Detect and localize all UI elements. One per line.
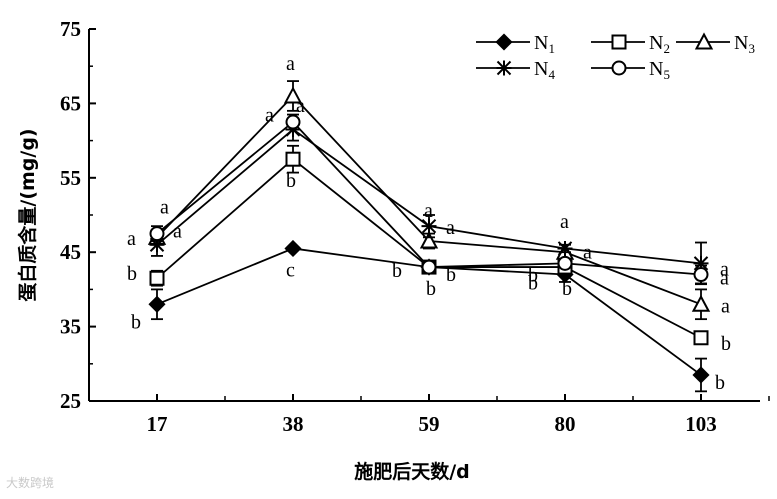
significance-label: a — [265, 104, 274, 126]
significance-label: a — [173, 221, 182, 243]
legend-name: N — [734, 32, 748, 54]
legend-marker — [611, 60, 627, 76]
data-point — [285, 151, 301, 167]
data-point — [691, 294, 711, 312]
y-tick-label: 55 — [60, 166, 81, 190]
data-point — [285, 114, 301, 130]
x-tick-label: 38 — [283, 412, 304, 436]
legend-marker — [694, 32, 714, 50]
significance-label: b — [392, 260, 402, 282]
series-layer — [147, 80, 711, 393]
series-N3 — [147, 80, 711, 321]
data-point — [283, 86, 303, 104]
significance-label: b — [528, 273, 538, 295]
legend-item-N2: N2 — [591, 32, 670, 56]
data-point — [693, 267, 709, 283]
legend-item-N5: N5 — [591, 58, 670, 82]
significance-label: a — [721, 295, 730, 317]
series-line — [156, 120, 702, 276]
x-tick-label: 80 — [555, 412, 576, 436]
legend-item-N4: N4 — [476, 58, 555, 82]
legend-item-N3: N3 — [676, 32, 755, 56]
legend-marker — [496, 60, 512, 76]
data-point — [149, 226, 165, 242]
data-point — [284, 239, 302, 258]
significance-label: c — [286, 259, 295, 281]
legend-subscript: 4 — [548, 67, 555, 82]
series-N4 — [149, 117, 709, 286]
y-tick-label: 65 — [60, 91, 81, 115]
legend-label: N5 — [649, 58, 670, 82]
legend-marker — [495, 33, 513, 51]
data-point — [693, 255, 709, 271]
legend-subscript: 1 — [548, 41, 555, 56]
legend-name: N — [534, 58, 548, 80]
data-point — [693, 330, 709, 346]
significance-label: a — [286, 53, 295, 75]
legend-label: N1 — [534, 32, 555, 56]
legend-subscript: 3 — [748, 41, 755, 56]
legend-label: N3 — [734, 32, 755, 56]
significance-label: b — [721, 333, 731, 355]
y-tick-label: 75 — [60, 17, 81, 41]
data-point — [419, 231, 439, 249]
y-axis-title: 蛋白质含量/(mg/g) — [16, 128, 39, 301]
significance-label: a — [720, 268, 729, 290]
significance-label: a — [127, 228, 136, 250]
significance-label: b — [562, 278, 572, 300]
y-axis-ticks: 25 35 45 55 65 75 — [60, 17, 96, 413]
significance-label: b — [127, 263, 137, 285]
significance-label: a — [720, 258, 729, 280]
data-point — [421, 218, 437, 234]
x-axis-title: 施肥后天数/d — [354, 460, 470, 483]
significance-label: a — [424, 200, 433, 222]
significance-label: b — [446, 264, 456, 286]
significance-label: b — [426, 278, 436, 300]
significance-label: a — [583, 241, 592, 263]
legend-label: N2 — [649, 32, 670, 56]
significance-label: b — [528, 264, 538, 286]
legend-item-N1: N1 — [476, 32, 555, 56]
x-tick-label: 59 — [419, 412, 440, 436]
legend-name: N — [649, 32, 663, 54]
significance-label: a — [160, 196, 169, 218]
significance-label: a — [446, 217, 455, 239]
significance-label: b — [715, 372, 725, 394]
data-point — [421, 259, 437, 275]
significance-label: b — [131, 311, 141, 333]
data-point — [692, 366, 710, 384]
legend-name: N — [649, 58, 663, 80]
legend-name: N — [534, 32, 548, 54]
watermark-text: 大数跨境 — [6, 476, 55, 490]
significance-label: a — [560, 211, 569, 233]
series-N5 — [149, 113, 709, 285]
significance-label: a — [296, 95, 305, 117]
x-tick-label: 103 — [685, 412, 717, 436]
significance-label: b — [286, 170, 296, 192]
y-tick-label: 35 — [60, 315, 81, 339]
legend-label: N4 — [534, 58, 555, 82]
data-point — [557, 255, 573, 271]
data-point — [148, 295, 166, 313]
data-point — [149, 270, 165, 286]
legend-subscript: 2 — [663, 41, 670, 56]
legend-subscript: 5 — [663, 67, 670, 82]
data-point — [557, 240, 573, 256]
x-tick-label: 17 — [147, 412, 168, 436]
y-tick-label: 45 — [60, 240, 81, 264]
x-axis-ticks: 17 38 59 80 103 — [147, 394, 770, 436]
legend-marker — [611, 34, 627, 50]
data-point — [149, 237, 165, 253]
y-tick-label: 25 — [60, 389, 81, 413]
